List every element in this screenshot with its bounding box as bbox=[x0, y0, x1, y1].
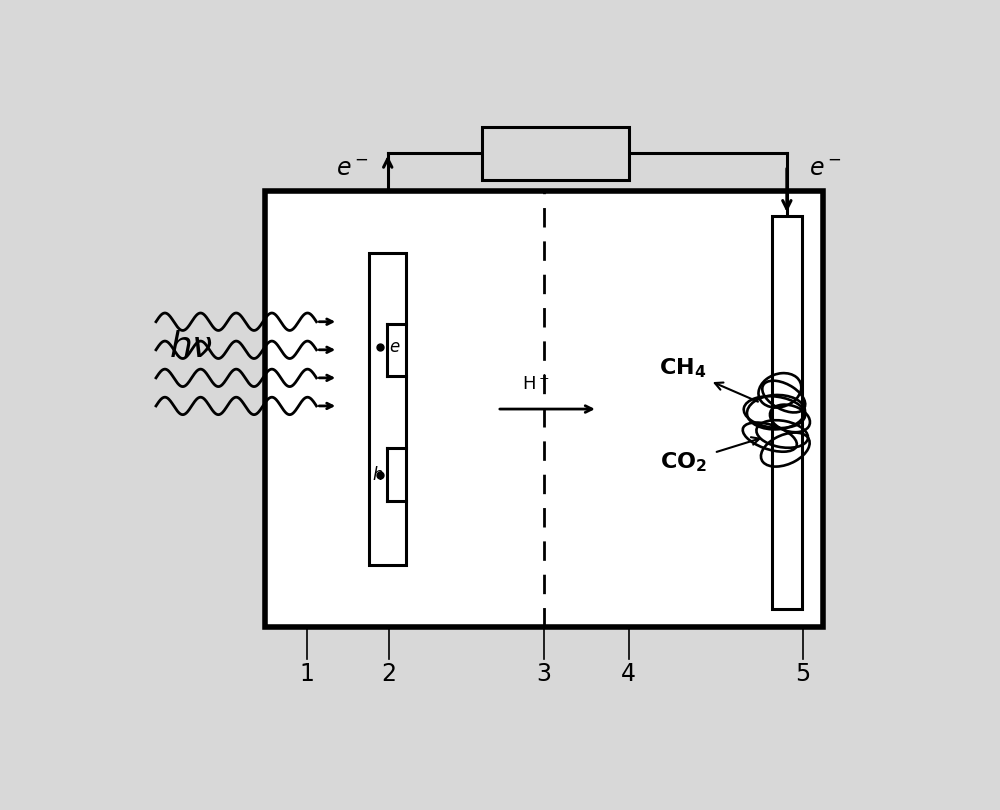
Text: h: h bbox=[373, 466, 383, 484]
Text: $h\nu$: $h\nu$ bbox=[169, 330, 213, 364]
Text: 1: 1 bbox=[300, 662, 315, 686]
Text: e: e bbox=[390, 338, 400, 356]
Text: $e^-$: $e^-$ bbox=[809, 157, 842, 181]
Text: $\mathbf{CO_2}$: $\mathbf{CO_2}$ bbox=[660, 450, 706, 474]
Bar bbox=[369, 253, 406, 565]
Text: 4: 4 bbox=[621, 662, 636, 686]
Text: $e^-$: $e^-$ bbox=[336, 157, 369, 181]
Text: H$^+$: H$^+$ bbox=[522, 374, 549, 394]
Bar bbox=[772, 215, 802, 608]
Text: 2: 2 bbox=[381, 662, 396, 686]
Bar bbox=[482, 127, 629, 180]
Text: $\mathbf{CH_4}$: $\mathbf{CH_4}$ bbox=[659, 356, 707, 381]
Text: 3: 3 bbox=[536, 662, 551, 686]
Bar bbox=[264, 191, 822, 628]
Text: 5: 5 bbox=[796, 662, 811, 686]
